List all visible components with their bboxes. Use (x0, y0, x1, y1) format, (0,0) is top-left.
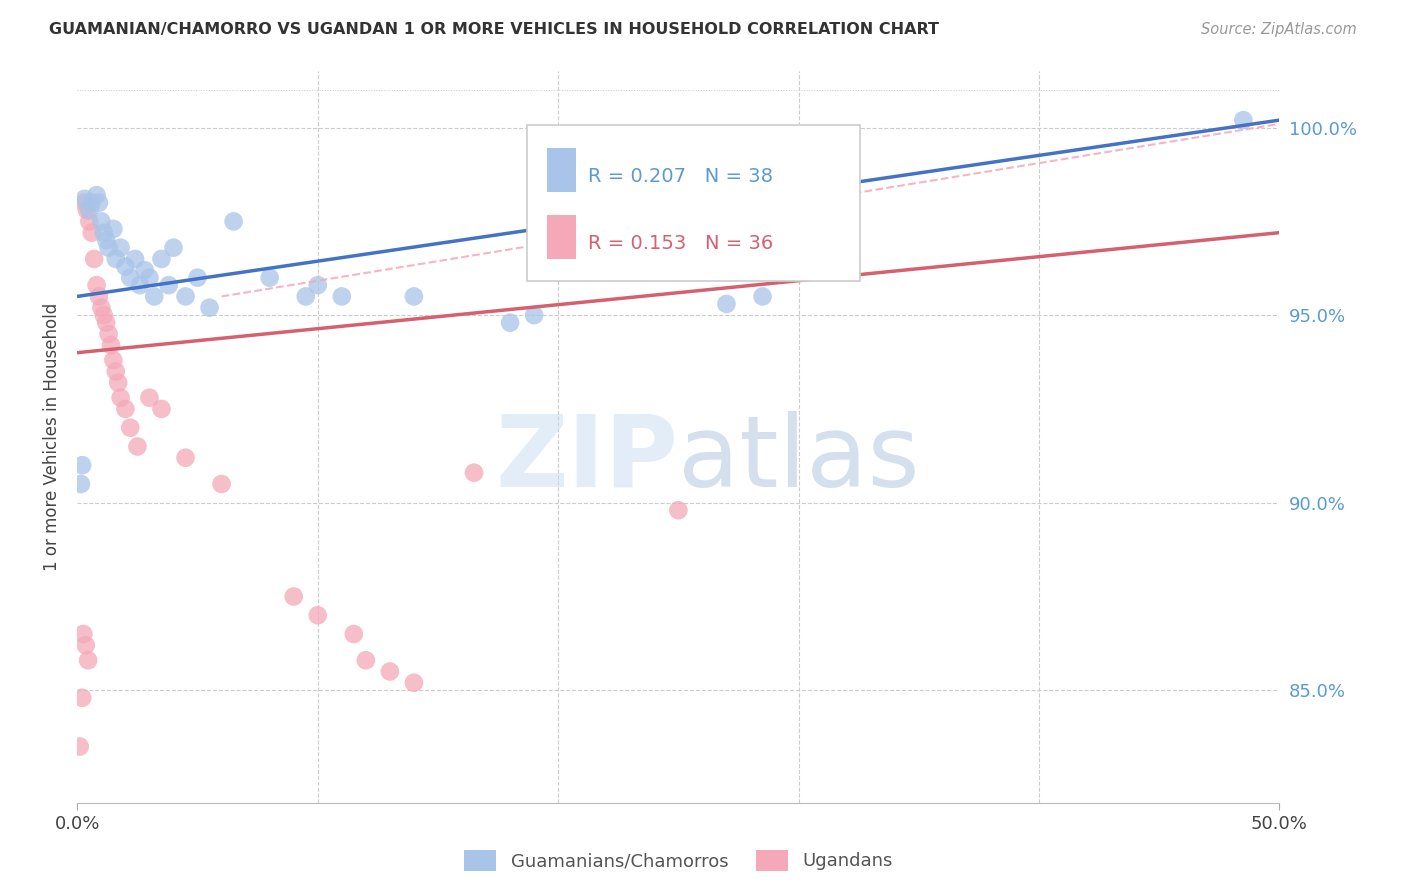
Point (80, 195, 103, 210)
Point (134, 263, 156, 277)
Point (354, 653, 377, 667)
Point (86, 188, 108, 202)
Point (114, 401, 136, 416)
Point (96, 233, 118, 247)
Point (96, 316, 118, 330)
Point (716, 297, 738, 311)
Point (120, 270, 142, 285)
Point (211, 477, 233, 491)
Point (259, 270, 281, 285)
Point (77, 653, 100, 667)
Text: ZIP: ZIP (495, 410, 679, 508)
Point (87, 289, 110, 303)
Point (343, 627, 366, 641)
Point (174, 450, 197, 465)
Point (97, 326, 120, 341)
Point (79, 203, 101, 218)
Point (69, 739, 91, 754)
Text: R = 0.207   N = 38: R = 0.207 N = 38 (588, 167, 773, 186)
Point (90, 214, 112, 228)
Point (162, 241, 184, 255)
Point (75, 638, 97, 652)
Point (79, 214, 101, 228)
Point (751, 289, 773, 303)
Point (222, 214, 245, 228)
Text: atlas: atlas (679, 410, 920, 508)
Point (107, 376, 129, 390)
Point (198, 301, 221, 315)
Point (100, 338, 122, 352)
Point (103, 222, 125, 236)
Point (72, 627, 94, 641)
Point (138, 270, 160, 285)
Text: GUAMANIAN/CHAMORRO VS UGANDAN 1 OR MORE VEHICLES IN HOUSEHOLD CORRELATION CHART: GUAMANIAN/CHAMORRO VS UGANDAN 1 OR MORE … (49, 22, 939, 37)
Point (83, 252, 105, 266)
Point (150, 401, 173, 416)
Point (186, 270, 209, 285)
Point (87, 195, 110, 210)
Point (138, 391, 160, 405)
Point (499, 316, 522, 330)
Point (330, 289, 353, 303)
Point (93, 308, 115, 322)
Point (294, 289, 316, 303)
Point (157, 278, 180, 293)
Point (93, 226, 115, 240)
Point (76, 203, 98, 218)
Point (463, 466, 485, 480)
Point (307, 608, 329, 623)
Y-axis label: 1 or more Vehicles in Household: 1 or more Vehicles in Household (42, 303, 60, 571)
Legend: Guamanians/Chamorros, Ugandans: Guamanians/Chamorros, Ugandans (457, 843, 900, 878)
Point (127, 440, 149, 454)
Point (150, 252, 173, 266)
Point (103, 353, 125, 368)
Text: R = 0.153   N = 36: R = 0.153 N = 36 (588, 235, 773, 253)
Point (174, 289, 197, 303)
Point (378, 665, 401, 679)
Point (402, 289, 425, 303)
Point (120, 420, 142, 434)
Point (124, 252, 146, 266)
Point (402, 675, 425, 690)
Point (90, 301, 112, 315)
Point (86, 278, 108, 293)
Point (283, 590, 305, 604)
Point (128, 278, 150, 293)
Point (104, 364, 127, 378)
Point (1232, 113, 1254, 128)
Point (70, 458, 93, 473)
Point (97, 241, 120, 255)
Point (70, 690, 93, 705)
Point (73, 192, 96, 206)
Point (73, 195, 96, 210)
Point (80, 226, 103, 240)
Point (104, 252, 127, 266)
Point (523, 308, 546, 322)
Point (70, 477, 93, 491)
Point (143, 289, 166, 303)
Point (668, 503, 690, 517)
Point (114, 260, 136, 274)
Text: Source: ZipAtlas.com: Source: ZipAtlas.com (1201, 22, 1357, 37)
Point (110, 391, 132, 405)
Point (307, 278, 329, 293)
Point (110, 241, 132, 255)
